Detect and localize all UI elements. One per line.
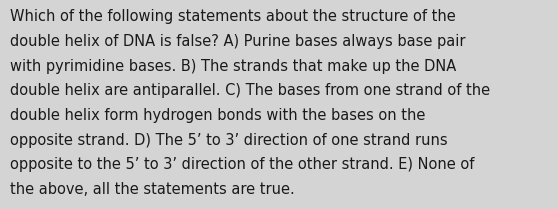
Text: the above, all the statements are true.: the above, all the statements are true. [10,182,295,197]
Text: double helix are antiparallel. C) The bases from one strand of the: double helix are antiparallel. C) The ba… [10,83,490,98]
Text: opposite strand. D) The 5’ to 3’ direction of one strand runs: opposite strand. D) The 5’ to 3’ directi… [10,133,448,148]
Text: opposite to the 5’ to 3’ direction of the other strand. E) None of: opposite to the 5’ to 3’ direction of th… [10,157,474,172]
Text: Which of the following statements about the structure of the: Which of the following statements about … [10,9,456,24]
Text: double helix form hydrogen bonds with the bases on the: double helix form hydrogen bonds with th… [10,108,425,123]
Text: double helix of DNA is false? A) Purine bases always base pair: double helix of DNA is false? A) Purine … [10,34,465,49]
Text: with pyrimidine bases. B) The strands that make up the DNA: with pyrimidine bases. B) The strands th… [10,59,456,74]
